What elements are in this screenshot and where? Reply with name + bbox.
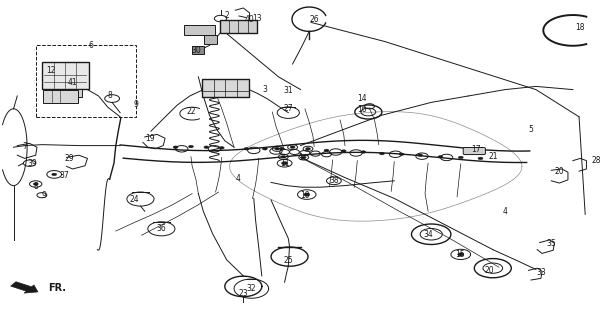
- FancyBboxPatch shape: [42, 62, 89, 89]
- FancyBboxPatch shape: [463, 148, 485, 155]
- Circle shape: [219, 147, 224, 149]
- Text: 26: 26: [309, 15, 319, 24]
- Circle shape: [458, 156, 463, 159]
- Circle shape: [173, 146, 178, 148]
- FancyBboxPatch shape: [204, 35, 217, 44]
- Text: 36: 36: [156, 224, 166, 233]
- Circle shape: [282, 162, 288, 165]
- Circle shape: [478, 157, 483, 160]
- Text: 14: 14: [357, 94, 367, 103]
- FancyBboxPatch shape: [202, 79, 249, 97]
- Text: 25: 25: [283, 256, 293, 265]
- Text: 23: 23: [238, 289, 248, 298]
- Circle shape: [280, 148, 285, 150]
- Circle shape: [399, 153, 404, 156]
- FancyBboxPatch shape: [192, 46, 204, 54]
- Bar: [36, 45, 136, 117]
- Circle shape: [361, 151, 366, 153]
- Circle shape: [204, 146, 209, 148]
- Text: 16: 16: [357, 105, 367, 114]
- Text: 4: 4: [235, 174, 240, 183]
- Text: 38: 38: [329, 176, 339, 185]
- Text: 41: 41: [68, 78, 78, 87]
- Text: FR.: FR.: [48, 283, 66, 293]
- Circle shape: [341, 150, 346, 152]
- Circle shape: [379, 152, 384, 155]
- Circle shape: [244, 148, 249, 150]
- Text: 11: 11: [280, 159, 290, 168]
- Text: 37: 37: [60, 171, 70, 180]
- Text: 32: 32: [246, 284, 256, 293]
- Text: 9: 9: [133, 100, 138, 109]
- Text: 24: 24: [129, 195, 139, 204]
- Text: 22: 22: [186, 108, 196, 116]
- Circle shape: [458, 253, 464, 256]
- FancyBboxPatch shape: [220, 20, 257, 33]
- Text: 7: 7: [22, 142, 27, 151]
- Circle shape: [304, 193, 310, 196]
- Circle shape: [438, 156, 443, 158]
- FancyBboxPatch shape: [61, 89, 82, 97]
- Circle shape: [262, 148, 267, 150]
- Text: 15: 15: [455, 250, 464, 259]
- Text: 17: 17: [471, 145, 480, 154]
- Text: 6: 6: [89, 41, 94, 50]
- Circle shape: [281, 156, 286, 158]
- Text: 3: 3: [262, 85, 267, 94]
- Text: 35: 35: [546, 239, 556, 248]
- Text: 20: 20: [485, 266, 495, 275]
- Circle shape: [418, 154, 423, 156]
- FancyBboxPatch shape: [184, 25, 215, 35]
- Text: 33: 33: [536, 268, 546, 277]
- Circle shape: [52, 173, 57, 176]
- Text: 40: 40: [245, 15, 254, 24]
- Text: 13: 13: [253, 14, 262, 23]
- Text: 10: 10: [300, 191, 310, 200]
- Text: 31: 31: [283, 86, 293, 95]
- Text: 2: 2: [224, 11, 229, 20]
- Text: 29: 29: [64, 154, 74, 163]
- Text: 39: 39: [27, 159, 37, 168]
- Text: 9: 9: [42, 191, 47, 200]
- Circle shape: [306, 148, 310, 150]
- Polygon shape: [10, 282, 38, 293]
- Circle shape: [290, 146, 295, 148]
- FancyBboxPatch shape: [43, 90, 78, 103]
- Text: 4: 4: [503, 207, 508, 216]
- Text: 8: 8: [33, 182, 38, 191]
- Text: 5: 5: [529, 125, 533, 134]
- Text: 27: 27: [283, 104, 293, 113]
- Text: 21: 21: [488, 152, 498, 161]
- Circle shape: [301, 156, 306, 159]
- Text: 30: 30: [191, 46, 201, 55]
- Text: 18: 18: [575, 23, 585, 32]
- Text: 12: 12: [46, 66, 55, 75]
- Text: 1: 1: [298, 153, 303, 162]
- Circle shape: [324, 149, 329, 152]
- Circle shape: [275, 148, 280, 150]
- Circle shape: [188, 145, 193, 148]
- Circle shape: [33, 183, 38, 185]
- Text: 20: 20: [554, 167, 564, 176]
- Text: 19: 19: [145, 134, 155, 143]
- Text: 28: 28: [591, 156, 601, 165]
- Text: 34: 34: [423, 230, 433, 239]
- Text: 8: 8: [107, 92, 112, 100]
